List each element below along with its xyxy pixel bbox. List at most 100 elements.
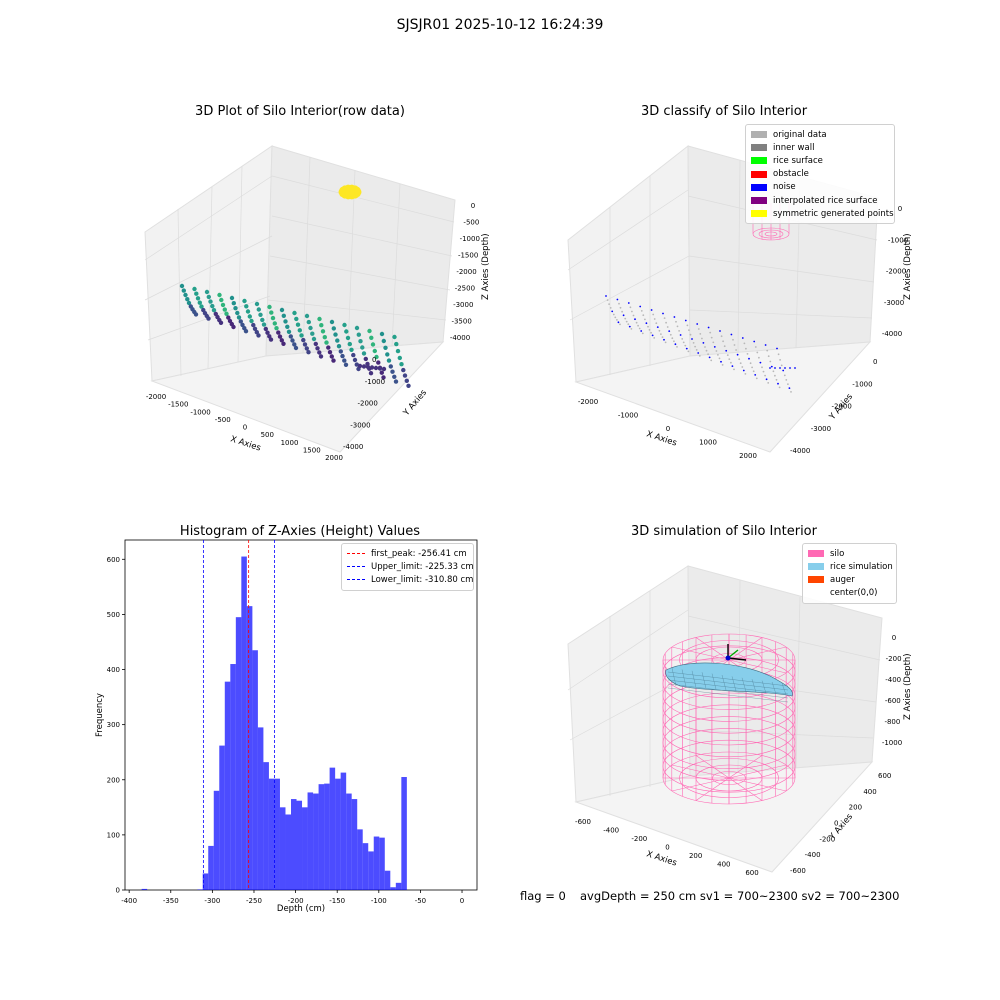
raw-data-point-top: [353, 186, 361, 194]
raw-z-tick-label: -3000: [453, 301, 473, 309]
simulation-legend-item: auger: [808, 573, 891, 586]
raw-data-point: [394, 341, 399, 347]
raw-data-point: [247, 314, 252, 319]
raw-data-point: [313, 341, 318, 347]
classify-data-point: [619, 306, 622, 309]
histogram-bar: [208, 845, 214, 890]
histogram-x-ticks: -400 -350 -300 -250 -200 -150 -100 -50 0: [121, 890, 464, 905]
raw-data-point: [183, 292, 188, 298]
raw-data-point: [252, 326, 258, 331]
rice-grid-line: [671, 667, 677, 687]
raw-data-point: [222, 307, 227, 312]
classify-point-cloud: [605, 295, 796, 393]
classify-data-point: [624, 317, 627, 320]
raw-data-point: [333, 332, 338, 337]
histogram-bar: [285, 814, 291, 890]
raw-data-point: [327, 350, 333, 355]
classify-data-point: [696, 323, 699, 325]
classify-data-point: [676, 346, 678, 348]
classify-data-point: [652, 313, 655, 316]
classify-data-point: [656, 326, 659, 328]
classify-data-point: [710, 336, 713, 339]
raw-x-tick-label: -1500: [168, 401, 188, 409]
classify-data-point: [698, 355, 701, 357]
rice-grid-line: [667, 687, 789, 703]
classify-data-point: [645, 322, 648, 325]
classify-legend-item: interpolated rice surface: [751, 194, 889, 207]
raw-data-point: [210, 303, 215, 309]
classify-y-ticks: 0 -1000 -2000 -3000 -4000: [790, 358, 877, 455]
simulation-y-tick-label: 600: [878, 772, 891, 780]
classify-data-point: [653, 337, 656, 339]
raw-data-point: [317, 316, 322, 322]
histogram-bar: [235, 617, 242, 890]
classify-data-point: [614, 316, 617, 319]
classify-x-tick-label: -1000: [618, 412, 638, 420]
classify-data-point: [697, 328, 700, 330]
silo-top-spoke: [728, 646, 787, 661]
raw-data-point: [404, 378, 409, 383]
classify-z-tick-label: -1000: [888, 236, 908, 244]
classify-data-point: [770, 365, 773, 368]
raw-y-tick-label: -2000: [358, 400, 378, 408]
raw-data-point: [231, 324, 236, 330]
histogram-x-tick-label: -300: [204, 897, 220, 905]
histogram-y-tick-label: 200: [107, 776, 120, 784]
raw-data-point: [267, 304, 272, 310]
simulation-x-tick-label: -200: [631, 835, 647, 843]
raw-data-point: [261, 322, 267, 327]
simulation-x-tick-label: -600: [575, 818, 591, 826]
rice-grid-line: [667, 675, 789, 691]
raw-x-tick-label: 0: [243, 424, 247, 432]
classify-data-point: [715, 350, 718, 352]
classify-data-point: [780, 364, 783, 367]
raw-data-point: [272, 321, 277, 326]
rice-grid-line: [667, 683, 789, 699]
raw-data-point: [186, 300, 192, 306]
histogram-y-tick-label: 100: [107, 831, 120, 839]
raw-data-point: [245, 309, 251, 314]
classify-data-point: [691, 338, 693, 340]
classify-data-point: [631, 310, 633, 313]
raw-data-point: [386, 358, 392, 363]
classify-data-point: [725, 349, 728, 352]
raw-x-tick-label: 1500: [303, 446, 321, 454]
classify-data-point: [648, 329, 651, 331]
classify-data-point: [605, 295, 607, 297]
silo-bottom-spoke: [695, 777, 730, 801]
raw-data-point: [220, 302, 226, 308]
raw-data-point: [256, 333, 261, 338]
histogram-bar: [373, 836, 380, 890]
simulation-axes-panes: [567, 565, 883, 873]
histogram-bar: [219, 745, 225, 890]
classify-data-point: [713, 346, 716, 348]
histogram-legend-label: Upper_limit: -225.33 cm: [371, 561, 474, 572]
simulation-legend-swatch: [808, 576, 824, 584]
classify-x-ticks: -2000 -1000 0 1000 2000: [578, 398, 757, 460]
raw-data-point: [193, 312, 199, 317]
classify-y-tick-label: -3000: [811, 425, 831, 433]
classify-data-point: [756, 351, 759, 354]
histogram-bar: [296, 800, 303, 890]
raw-data-point: [331, 358, 336, 363]
histogram-y-tick-label: 500: [107, 611, 120, 619]
classify-data-point: [744, 373, 747, 375]
raw-data-point: [233, 306, 238, 311]
rice-grid-line: [667, 671, 789, 687]
classify-data-point: [717, 354, 719, 356]
raw-data-point: [194, 291, 199, 296]
classify-data-point: [766, 349, 769, 352]
raw-data-point: [208, 299, 213, 304]
classify-data-point: [675, 320, 677, 323]
classify-data-point: [712, 341, 715, 344]
histogram-bar: [395, 882, 402, 890]
classify-data-point: [741, 366, 744, 368]
classify-data-point: [664, 341, 667, 344]
classify-data-point: [655, 322, 658, 325]
raw-data-point: [206, 294, 211, 300]
raw-data-point: [373, 365, 379, 371]
histogram-bar: [302, 807, 308, 890]
raw-y-tick-label: -1000: [365, 378, 385, 386]
